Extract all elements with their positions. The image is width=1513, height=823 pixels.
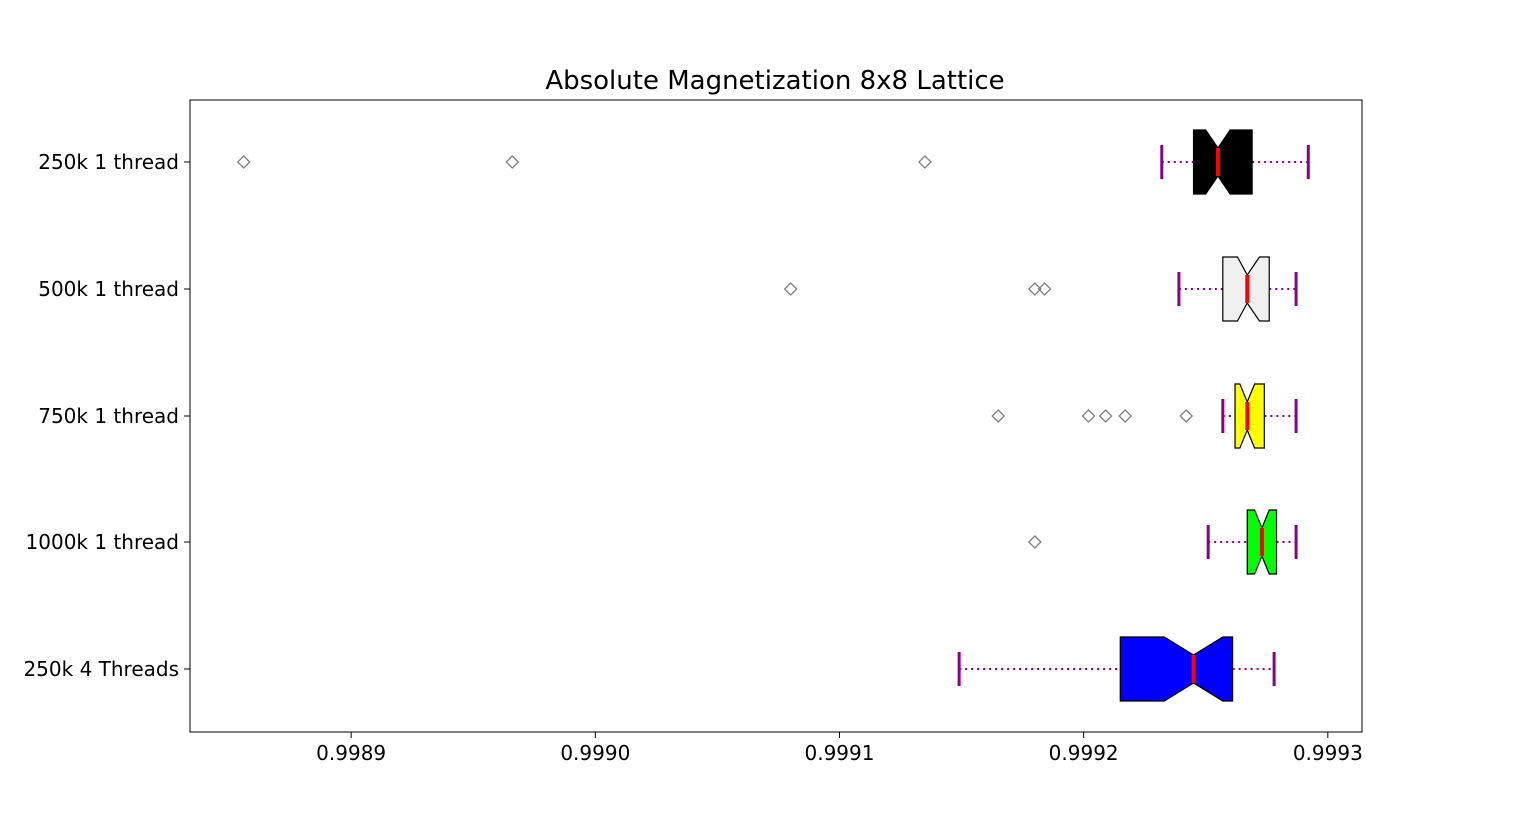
y-tick-label: 1000k 1 thread [26,530,179,554]
outlier-point [991,409,1006,423]
y-axis-ticks: 250k 1 thread 500k 1 thread 750k 1 thread 1… [23,150,190,681]
outlier-point [1179,409,1194,423]
box-series [1027,509,1298,575]
x-tick-label: 0.9990 [560,741,630,765]
outlier-point [918,155,932,169]
outlier-point [1037,282,1052,296]
outlier-point [783,282,798,296]
notched-box [1119,636,1234,702]
box-series [957,636,1276,702]
plot-area-frame [189,99,1363,733]
outlier-point [1027,282,1042,296]
x-axis-ticks: 0.9989 0.9990 0.9991 0.9992 0.9993 [316,732,1363,765]
x-tick-label: 0.9991 [804,741,874,765]
outlier-point [236,155,251,169]
x-tick-label: 0.9989 [316,741,386,765]
chart-title: Absolute Magnetization 8x8 Lattice [545,66,1004,96]
outlier-point [1081,409,1096,423]
outlier-point [1118,409,1133,423]
y-tick-label: 750k 1 thread [38,404,179,428]
box-layer [236,129,1310,702]
outlier-point [505,155,520,169]
y-tick-label: 500k 1 thread [38,277,179,301]
outlier-point [1027,535,1042,549]
x-tick-label: 0.9993 [1293,741,1363,765]
outlier-point [1098,409,1113,423]
y-tick-label: 250k 1 thread [38,150,179,174]
box-series [991,383,1298,449]
notched-box [1192,129,1253,195]
box-series [236,129,1310,195]
y-tick-label: 250k 4 Threads [23,657,179,681]
x-tick-label: 0.9992 [1049,741,1119,765]
box-series [783,256,1298,322]
notched-box [1234,383,1265,449]
